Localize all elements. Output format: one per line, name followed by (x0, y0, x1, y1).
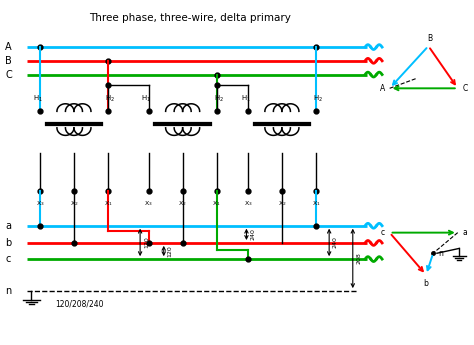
Text: B: B (5, 56, 12, 66)
Text: H$_1$: H$_1$ (33, 94, 43, 105)
Text: c: c (5, 254, 11, 264)
Text: b: b (5, 238, 12, 248)
Text: X$_3$: X$_3$ (244, 199, 252, 208)
Text: C: C (5, 70, 12, 80)
Text: n: n (5, 286, 12, 296)
Text: X$_3$: X$_3$ (36, 199, 44, 208)
Text: A: A (5, 42, 12, 52)
Text: a: a (5, 221, 11, 231)
Text: 120: 120 (144, 237, 149, 248)
Text: H$_2$: H$_2$ (105, 94, 115, 105)
Text: B: B (427, 33, 432, 43)
Text: X$_1$: X$_1$ (311, 199, 320, 208)
Text: X$_1$: X$_1$ (212, 199, 221, 208)
Text: 208: 208 (356, 253, 362, 264)
Text: Three phase, three-wire, delta primary: Three phase, three-wire, delta primary (89, 13, 291, 23)
Text: X$_1$: X$_1$ (104, 199, 112, 208)
Text: H$_1$: H$_1$ (141, 94, 151, 105)
Text: H$_1$: H$_1$ (240, 94, 250, 105)
Text: X$_2$: X$_2$ (178, 199, 187, 208)
Text: C: C (463, 84, 468, 93)
Text: a: a (463, 228, 467, 237)
Text: H$_2$: H$_2$ (214, 94, 224, 105)
Text: X$_2$: X$_2$ (278, 199, 286, 208)
Text: n: n (438, 249, 443, 258)
Text: 240: 240 (250, 228, 255, 240)
Text: 120/208/240: 120/208/240 (55, 300, 103, 309)
Text: H$_2$: H$_2$ (313, 94, 323, 105)
Text: 120: 120 (167, 245, 173, 257)
Text: X$_2$: X$_2$ (70, 199, 78, 208)
Text: c: c (381, 228, 385, 237)
Text: b: b (424, 279, 428, 288)
Text: 240: 240 (333, 236, 338, 248)
Text: X$_3$: X$_3$ (144, 199, 153, 208)
Text: A: A (380, 84, 385, 93)
